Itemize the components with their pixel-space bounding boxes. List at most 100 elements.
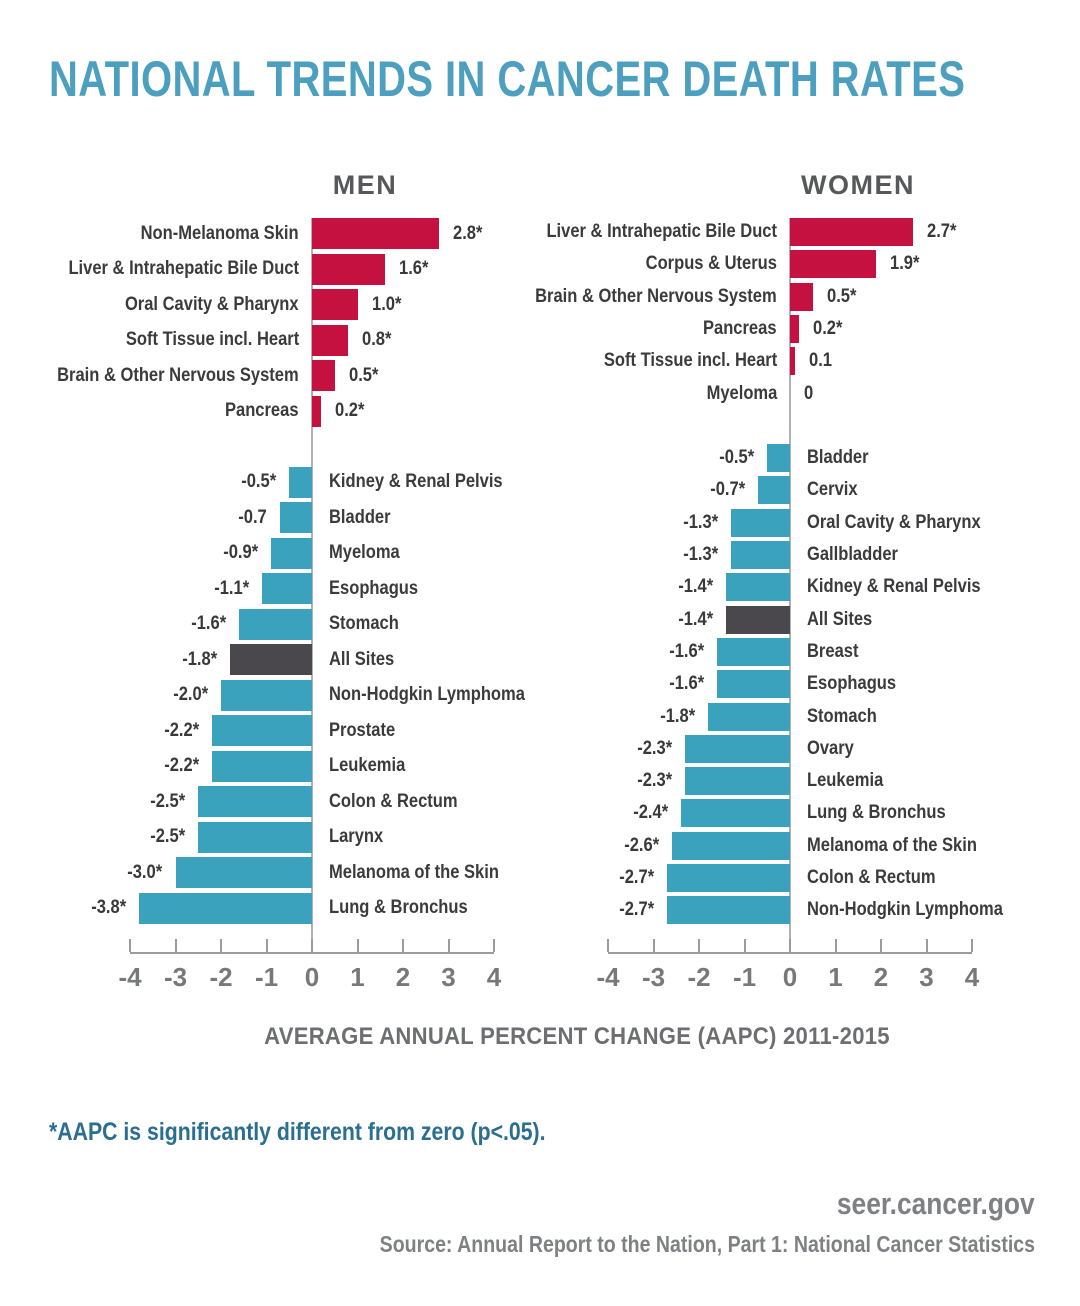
source-attribution: Source: Annual Report to the Nation, Par… bbox=[379, 1231, 1035, 1257]
bar-decrease bbox=[175, 857, 312, 888]
axis-tick bbox=[789, 939, 791, 952]
axis-tick bbox=[834, 939, 837, 952]
axis-tick-label: -1 bbox=[732, 962, 757, 992]
bar-decrease bbox=[717, 637, 790, 666]
bar-value-label: -1.4* bbox=[678, 608, 714, 630]
chart-header-women: WOMEN bbox=[801, 170, 915, 200]
bar-value-label: 0.1 bbox=[808, 350, 832, 372]
axis-tick bbox=[607, 939, 609, 952]
axis-tick-label: -4 bbox=[118, 962, 142, 992]
bar-category-label: Brain & Other Nervous System bbox=[57, 364, 299, 386]
bar-category-label: Breast bbox=[807, 640, 859, 662]
bar-decrease bbox=[685, 734, 790, 763]
bar-value-label: 0.2* bbox=[335, 400, 365, 421]
bar-category-label: Lung & Bronchus bbox=[329, 897, 468, 918]
bar-category-label: Melanoma of the Skin bbox=[329, 861, 499, 883]
bar-category-label: Melanoma of the Skin bbox=[807, 834, 977, 856]
bar-category-label: Esophagus bbox=[329, 577, 419, 599]
bar-decrease bbox=[261, 573, 312, 604]
bar-increase bbox=[312, 395, 322, 427]
bar-category-label: Colon & Rectum bbox=[329, 790, 458, 812]
axis-tick bbox=[880, 939, 882, 952]
bar-value-label: -0.7* bbox=[710, 479, 746, 501]
bar-decrease bbox=[680, 799, 790, 828]
bar-value-label: 1.6* bbox=[398, 258, 429, 279]
bar-decrease bbox=[671, 831, 790, 860]
bar-decrease bbox=[139, 892, 312, 924]
bar-category-label: Bladder bbox=[807, 447, 869, 469]
bar-value-label: -0.7 bbox=[238, 506, 268, 528]
bar-decrease bbox=[726, 573, 790, 602]
axis-tick bbox=[652, 939, 655, 952]
bar-decrease bbox=[271, 537, 312, 569]
axis-tick-label: 0 bbox=[304, 962, 320, 992]
bar-category-label: Esophagus bbox=[807, 673, 897, 695]
bar-value-label: -0.5* bbox=[719, 447, 755, 469]
bar-category-label: Liver & Intrahepatic Bile Duct bbox=[68, 258, 299, 279]
bar-category-label: Cervix bbox=[807, 479, 858, 501]
axis-tick bbox=[971, 939, 973, 952]
bar-decrease-all-sites bbox=[726, 605, 790, 634]
website-url: seer.cancer.gov bbox=[837, 1186, 1035, 1221]
bar-decrease bbox=[280, 502, 312, 533]
axis-tick-label: -1 bbox=[254, 962, 279, 992]
bar-decrease bbox=[239, 608, 312, 640]
bar-category-label: Colon & Rectum bbox=[807, 867, 936, 888]
bar-decrease bbox=[730, 541, 790, 569]
bar-value-label: -2.2* bbox=[163, 755, 199, 776]
bar-value-label: 0.8* bbox=[362, 329, 392, 350]
bar-category-label: Oral Cavity & Pharynx bbox=[807, 511, 981, 533]
bar-category-label: Pancreas bbox=[225, 400, 299, 421]
axis-tick bbox=[698, 939, 700, 952]
bar-category-label: Non-Melanoma Skin bbox=[141, 222, 299, 244]
axis-tick bbox=[447, 939, 450, 952]
bar-value-label: -1.6* bbox=[669, 640, 705, 662]
bar-value-label: -1.1* bbox=[214, 577, 249, 599]
bar-decrease bbox=[221, 679, 312, 711]
bar-decrease bbox=[708, 702, 790, 731]
bar-value-label: -1.6* bbox=[191, 613, 227, 634]
bar-category-label: Brain & Other Nervous System bbox=[535, 285, 777, 307]
bar-decrease bbox=[667, 864, 790, 892]
bar-increase bbox=[790, 347, 795, 376]
bar-value-label: -2.5* bbox=[150, 826, 186, 847]
axis-tick bbox=[174, 939, 177, 952]
axis-tick-label: -2 bbox=[209, 962, 233, 992]
bar-value-label: -1.6* bbox=[669, 673, 705, 695]
bar-value-label: -2.3* bbox=[637, 737, 673, 759]
bar-category-label: Stomach bbox=[807, 705, 877, 727]
bar-value-label: 0 bbox=[804, 382, 814, 404]
bar-value-label: 1.9* bbox=[890, 253, 920, 275]
bar-value-label: -2.7* bbox=[619, 899, 655, 921]
bar-category-label: Larynx bbox=[329, 826, 384, 847]
bar-decrease bbox=[198, 786, 312, 817]
bar-value-label: 2.8* bbox=[453, 222, 483, 244]
bar-decrease bbox=[767, 444, 790, 473]
bar-category-label: Myeloma bbox=[329, 542, 400, 563]
bar-category-label: Stomach bbox=[329, 613, 399, 634]
bar-value-label: -3.8* bbox=[91, 897, 127, 918]
page-title: NATIONAL TRENDS IN CANCER DEATH RATES bbox=[49, 51, 966, 107]
bar-decrease-all-sites bbox=[230, 644, 312, 675]
bar-value-label: -1.8* bbox=[660, 705, 696, 727]
bar-value-label: 0.5* bbox=[348, 364, 379, 386]
axis-tick-label: 3 bbox=[441, 962, 456, 992]
bar-category-label: Myeloma bbox=[706, 382, 777, 404]
bar-value-label: 0.2* bbox=[813, 317, 843, 339]
axis-tick-label: -3 bbox=[163, 962, 188, 992]
x-axis-line bbox=[608, 952, 972, 954]
axis-tick-label: -2 bbox=[687, 962, 711, 992]
bar-category-label: Liver & Intrahepatic Bile Duct bbox=[546, 221, 777, 242]
significance-footnote: *AAPC is significantly different from ze… bbox=[49, 1118, 546, 1146]
bar-decrease bbox=[685, 767, 790, 796]
x-axis-title: AVERAGE ANNUAL PERCENT CHANGE (AAPC) 201… bbox=[264, 1023, 890, 1050]
axis-tick bbox=[493, 939, 495, 952]
bar-category-label: Prostate bbox=[329, 719, 396, 741]
axis-tick-label: 4 bbox=[486, 962, 502, 992]
bar-category-label: Ovary bbox=[807, 737, 854, 759]
bar-category-label: Non-Hodgkin Lymphoma bbox=[329, 684, 525, 705]
bar-value-label: -2.5* bbox=[150, 790, 186, 812]
zero-baseline bbox=[311, 218, 313, 954]
bar-category-label: Leukemia bbox=[807, 770, 884, 792]
